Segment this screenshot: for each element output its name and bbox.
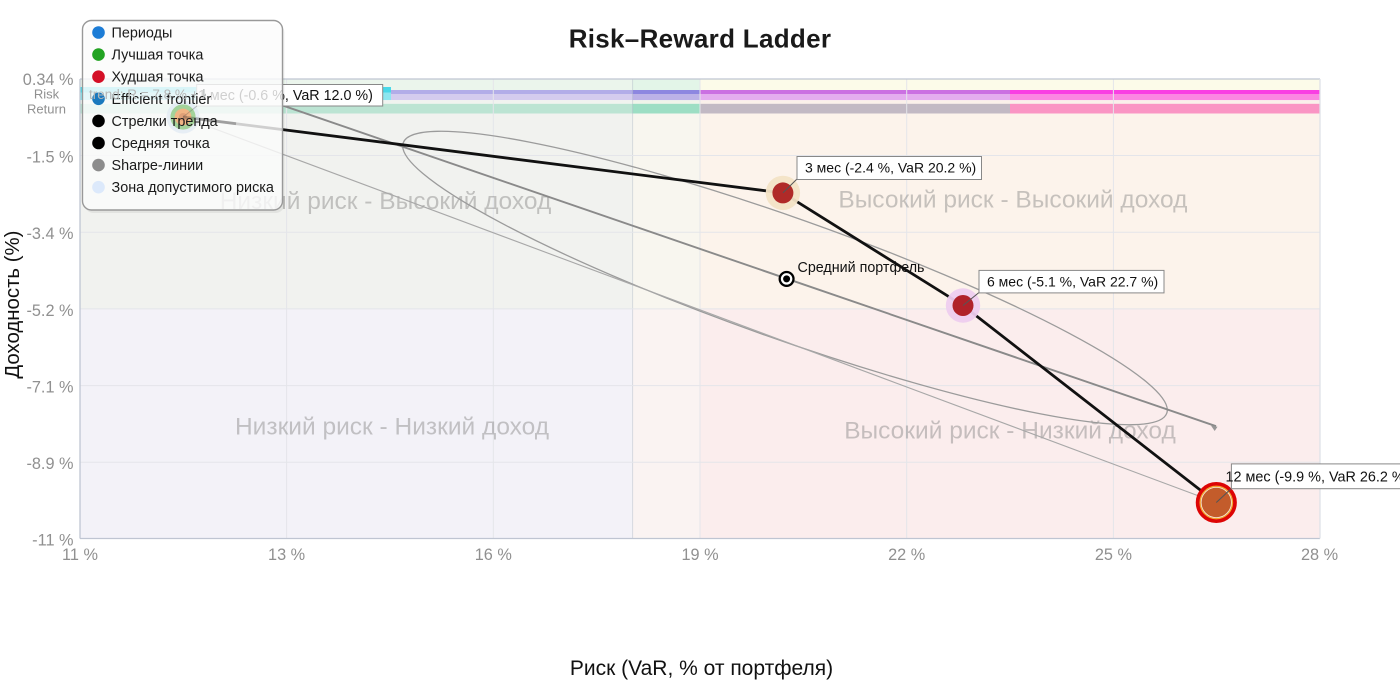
svg-text:12 мес (-9.9 %, VaR 26.2 %: 12 мес (-9.9 %, VaR 26.2 % — [1226, 469, 1400, 485]
svg-text:Efficient frontier: Efficient frontier — [112, 92, 212, 108]
svg-text:Стрелки тренда: Стрелки тренда — [112, 114, 218, 130]
svg-text:6 мес (-5.1 %, VaR 22.7 %): 6 мес (-5.1 %, VaR 22.7 %) — [987, 273, 1158, 289]
svg-text:trend: R = 7.8 % + k·1/√t: trend: R = 7.8 % + k·1/√t — [89, 87, 236, 102]
svg-text:Худшая точка: Худшая точка — [112, 70, 204, 86]
svg-text:Высокий риск - Высокий доход: Высокий риск - Высокий доход — [838, 187, 1187, 214]
svg-text:16 %: 16 % — [475, 546, 512, 564]
svg-text:19 %: 19 % — [681, 546, 718, 564]
svg-text:-5.2 %: -5.2 % — [26, 302, 73, 320]
svg-text:Низкий риск - Низкий доход: Низкий риск - Низкий доход — [235, 413, 549, 440]
svg-text:-8.9 %: -8.9 % — [26, 455, 73, 473]
svg-text:-11 %: -11 % — [32, 532, 73, 550]
svg-text:3 мес (-2.4 %, VaR 20.2 %): 3 мес (-2.4 %, VaR 20.2 %) — [805, 160, 976, 176]
svg-text:Risk–Reward Ladder: Risk–Reward Ladder — [569, 24, 832, 54]
svg-text:Средний портфель: Средний портфель — [798, 260, 925, 276]
svg-text:-7.1 %: -7.1 % — [26, 379, 73, 397]
svg-text:Sharpe-линии: Sharpe-линии — [112, 158, 204, 174]
svg-text:0.34 %: 0.34 % — [23, 71, 74, 89]
svg-text:Зона допустимого риска: Зона допустимого риска — [112, 180, 274, 196]
svg-text:13 %: 13 % — [268, 546, 305, 564]
svg-text:Лучшая точка: Лучшая точка — [112, 48, 204, 64]
svg-text:-1.5 %: -1.5 % — [26, 148, 73, 166]
svg-text:Средняя точка: Средняя точка — [112, 136, 210, 152]
svg-text:Доходность (%): Доходность (%) — [2, 231, 24, 379]
svg-text:Return: Return — [27, 101, 66, 116]
svg-text:Периоды: Периоды — [112, 26, 173, 42]
svg-text:11 %: 11 % — [62, 546, 98, 564]
svg-text:25 %: 25 % — [1095, 546, 1132, 564]
svg-text:Высокий риск - Низкий доход: Высокий риск - Низкий доход — [844, 418, 1176, 445]
svg-text:-3.4 %: -3.4 % — [26, 225, 73, 243]
svg-text:Risk: Risk — [34, 87, 60, 102]
svg-text:28 %: 28 % — [1301, 546, 1338, 564]
svg-text:22 %: 22 % — [888, 546, 925, 564]
svg-text:Риск (VaR, % от портфеля): Риск (VaR, % от портфеля) — [570, 657, 833, 680]
